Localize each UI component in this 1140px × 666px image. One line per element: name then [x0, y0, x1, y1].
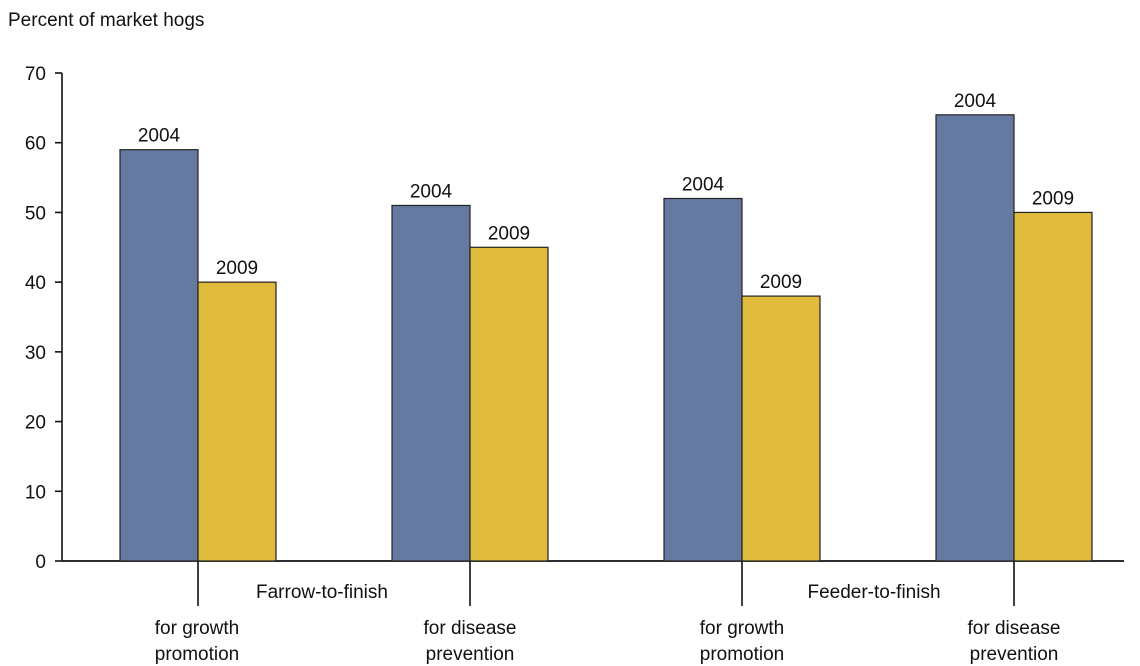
bar-label-2004-3: 2004	[954, 91, 997, 112]
bar-labels: 2004 2004 2004 2004 2009 2009 2009 2009	[138, 91, 1074, 293]
category-label: for growth	[700, 618, 784, 639]
category-label: prevention	[426, 644, 515, 665]
bar-label-2009-0: 2009	[216, 258, 258, 279]
category-label: prevention	[970, 644, 1059, 665]
bar-label-2004-0: 2004	[138, 126, 181, 147]
bar-2004-0	[119, 149, 199, 562]
category-label: promotion	[700, 644, 785, 665]
category-label: for disease	[968, 618, 1061, 639]
category-label: promotion	[155, 644, 240, 665]
bar-2009-0	[197, 281, 277, 562]
bar-2004-3	[935, 114, 1015, 562]
bar-2004-1	[391, 204, 471, 562]
bar-2009-1	[469, 246, 549, 562]
y-tick-label: 0	[35, 552, 46, 573]
y-tick-label: 50	[25, 203, 46, 224]
y-tick-label: 20	[25, 413, 46, 434]
y-tick-label: 60	[25, 134, 46, 155]
y-tick-label: 10	[25, 482, 46, 503]
category-label: for growth	[155, 618, 239, 639]
group-label: Feeder-to-finish	[807, 582, 940, 603]
category-label: for disease	[424, 618, 517, 639]
x-axis-labels: Farrow-to-finish Feeder-to-finish for grow…	[155, 561, 1061, 665]
y-axis-title: Percent of market hogs	[8, 10, 204, 31]
bar-2004-2	[663, 197, 743, 562]
bar-label-2009-3: 2009	[1032, 188, 1074, 209]
bar-2009-2	[741, 295, 821, 562]
group-label: Farrow-to-finish	[256, 582, 388, 603]
bar-label-2009-2: 2009	[760, 272, 802, 293]
bar-label-2004-1: 2004	[410, 181, 453, 202]
y-tick-label: 40	[25, 273, 46, 294]
bar-2009-3	[1013, 211, 1093, 562]
bars	[119, 114, 1093, 562]
bar-label-2004-2: 2004	[682, 174, 725, 195]
bar-label-2009-1: 2009	[488, 223, 530, 244]
y-tick-label: 70	[25, 64, 46, 85]
y-tick-label: 30	[25, 343, 46, 364]
